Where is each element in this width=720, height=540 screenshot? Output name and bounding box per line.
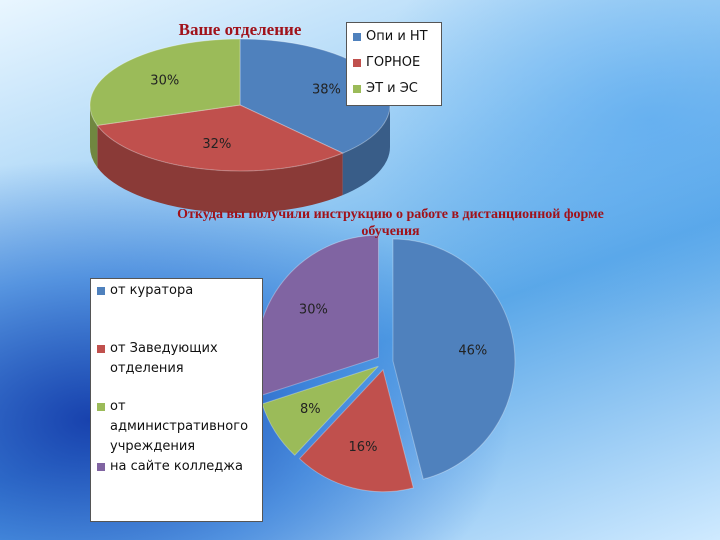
slice-side bbox=[342, 105, 390, 196]
slice-label: 8% bbox=[300, 402, 321, 417]
legend-swatch bbox=[97, 287, 105, 295]
slice bbox=[89, 38, 241, 126]
legend-item: от куратора bbox=[93, 281, 260, 301]
slice-label: 38% bbox=[312, 82, 341, 97]
slice-side bbox=[97, 125, 343, 213]
slice-label: 30% bbox=[299, 302, 328, 317]
legend-swatch bbox=[97, 463, 105, 471]
slice-label: 16% bbox=[349, 440, 378, 455]
chart-title: Откуда вы получили инструкцию о работе в… bbox=[177, 207, 604, 239]
legend-label: ЭТ и ЭС bbox=[366, 81, 418, 96]
legend-item: Опи и НТ bbox=[349, 27, 439, 47]
legend-item: на сайте колледжа bbox=[93, 457, 260, 477]
legend: от куратора от Заведующих отделения от адм… bbox=[90, 278, 263, 522]
legend-label: Опи и НТ bbox=[366, 29, 428, 44]
legend-swatch bbox=[97, 345, 105, 353]
slice-label: 30% bbox=[150, 73, 179, 88]
slice-label: 46% bbox=[458, 343, 487, 358]
legend-label: от Заведующих отделения bbox=[110, 341, 218, 376]
slice bbox=[298, 368, 414, 493]
slice bbox=[96, 104, 344, 172]
legend-swatch bbox=[353, 33, 361, 41]
legend-label: от куратора bbox=[110, 283, 194, 298]
legend-swatch bbox=[353, 85, 361, 93]
slice-label: 32% bbox=[202, 137, 231, 152]
legend-item: от Заведующих отделения bbox=[93, 339, 260, 379]
legend-label: на сайте колледжа bbox=[110, 459, 243, 474]
legend-item: ГОРНОЕ bbox=[349, 53, 439, 73]
slice-side bbox=[90, 105, 98, 168]
legend-item: от административного учреждения bbox=[93, 397, 260, 457]
legend: Опи и НТ ГОРНОЕ ЭТ и ЭС bbox=[346, 22, 442, 106]
legend-item: ЭТ и ЭС bbox=[349, 79, 439, 99]
legend-swatch bbox=[353, 59, 361, 67]
legend-swatch bbox=[97, 403, 105, 411]
legend-label: ГОРНОЕ bbox=[366, 55, 421, 70]
legend-label: от административного учреждения bbox=[110, 399, 249, 454]
chart-title: Ваше отделение bbox=[178, 20, 302, 39]
slice bbox=[392, 238, 516, 480]
